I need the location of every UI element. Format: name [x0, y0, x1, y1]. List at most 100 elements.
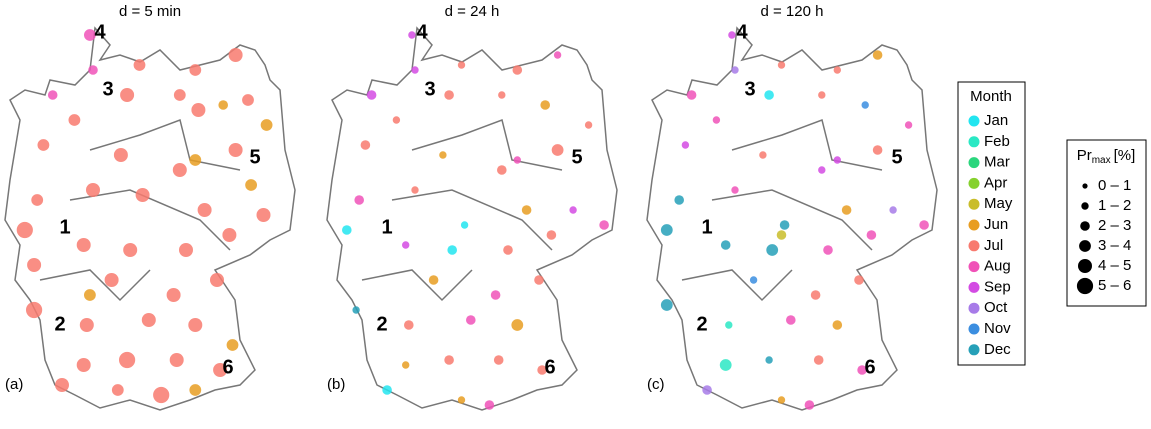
station-point	[861, 101, 869, 109]
month-legend-swatch	[968, 261, 980, 273]
station-point	[889, 206, 897, 214]
station-point	[16, 221, 33, 239]
station-point	[260, 119, 273, 131]
station-point	[493, 355, 504, 365]
station-point	[484, 400, 495, 410]
station-point	[537, 365, 547, 375]
station-point	[786, 315, 796, 325]
station-point	[702, 385, 712, 395]
station-point	[27, 258, 42, 272]
station-point	[189, 384, 202, 396]
site-label: 3	[744, 78, 755, 100]
station-point	[919, 220, 929, 230]
site-label: 3	[424, 78, 435, 100]
station-point	[123, 243, 138, 257]
size-legend-swatch	[1082, 183, 1088, 189]
station-point	[439, 151, 447, 159]
station-point	[660, 224, 673, 236]
station-point	[728, 31, 736, 39]
station-point	[674, 195, 684, 205]
month-legend-label: Mar	[984, 154, 1010, 171]
station-point	[402, 361, 410, 369]
station-point	[354, 195, 364, 205]
station-point	[119, 351, 136, 369]
station-point	[765, 356, 773, 364]
station-point	[55, 378, 69, 392]
month-legend-label: Feb	[984, 133, 1010, 150]
panel-tag: (c)	[647, 376, 665, 393]
month-legend-label: Apr	[984, 174, 1007, 191]
station-point	[47, 90, 58, 100]
panel-title: d = 5 min	[119, 3, 181, 20]
country-outline	[326, 27, 618, 411]
station-point	[111, 384, 124, 396]
station-point	[444, 90, 454, 100]
station-point	[841, 205, 852, 215]
station-point	[813, 355, 824, 365]
station-point	[404, 320, 414, 330]
month-legend-swatch	[968, 115, 980, 127]
month-legend-swatch	[968, 136, 980, 148]
station-point	[411, 66, 419, 74]
panel-tag: (b)	[327, 376, 345, 393]
station-point	[503, 245, 513, 255]
size-legend-swatch	[1078, 259, 1092, 273]
station-point	[553, 51, 562, 59]
station-point	[457, 61, 466, 69]
station-point	[872, 50, 883, 60]
station-point	[210, 273, 224, 287]
site-label: 1	[381, 216, 392, 238]
site-label: 3	[102, 78, 113, 100]
station-point	[352, 306, 360, 314]
station-point	[360, 140, 371, 150]
station-point	[242, 94, 254, 106]
month-legend-label: Sep	[984, 278, 1011, 295]
month-legend-swatch	[968, 240, 980, 252]
station-point	[551, 144, 564, 156]
size-legend-swatch	[1079, 240, 1091, 252]
station-point	[759, 151, 767, 159]
country-outline	[4, 27, 296, 411]
station-point	[228, 143, 243, 157]
site-label: 2	[376, 313, 387, 335]
station-point	[189, 64, 202, 76]
station-point	[599, 220, 609, 230]
station-point	[31, 194, 44, 206]
station-point	[804, 400, 815, 410]
month-legend-swatch	[968, 344, 980, 356]
station-point	[169, 353, 184, 367]
size-legend-label: 3 – 4	[1098, 237, 1131, 254]
station-point	[712, 116, 721, 124]
station-point	[569, 206, 577, 214]
month-legend-swatch	[968, 219, 980, 231]
month-legend-swatch	[968, 302, 980, 314]
panel-tag: (a)	[5, 376, 23, 393]
station-point	[392, 116, 401, 124]
station-point	[120, 88, 135, 102]
station-point	[777, 61, 786, 69]
station-point	[218, 100, 228, 110]
site-label: 6	[222, 356, 233, 378]
station-point	[76, 238, 91, 252]
station-point	[166, 288, 181, 302]
map-panel: d = 5 min (a) 1 2 3 4 5 6	[4, 3, 296, 411]
station-point	[153, 386, 170, 404]
month-legend-label: Oct	[984, 299, 1008, 316]
station-point	[818, 91, 826, 99]
station-point	[222, 228, 237, 242]
station-point	[497, 165, 507, 175]
station-point	[904, 121, 913, 129]
month-legend-label: Aug	[984, 258, 1011, 275]
station-point	[460, 221, 469, 229]
size-legend-label: 0 – 1	[1098, 177, 1131, 194]
station-point	[173, 89, 186, 101]
station-point	[133, 59, 146, 71]
station-point	[84, 29, 96, 41]
size-legend-box	[1066, 139, 1147, 307]
site-label: 4	[736, 21, 748, 43]
station-point	[546, 230, 557, 240]
station-point	[832, 320, 843, 330]
size-legend-title: Prmax [%]	[1077, 147, 1136, 166]
